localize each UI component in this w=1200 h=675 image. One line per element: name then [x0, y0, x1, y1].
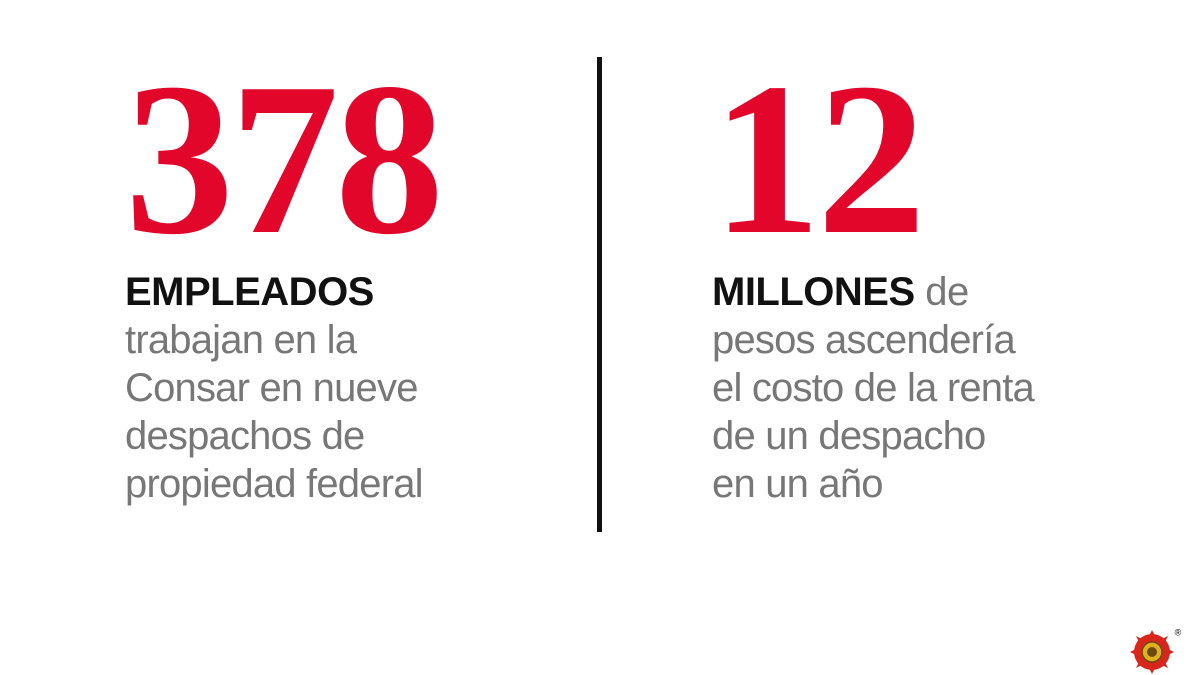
- stat-number: 12: [712, 39, 926, 280]
- stat-text-line: Consar en nueve: [125, 366, 418, 410]
- stat-text-line: el costo de la renta: [712, 366, 1035, 410]
- stat-after-bold: de: [925, 270, 969, 314]
- stat-text-line: de un despacho: [712, 414, 986, 458]
- stat-heading: MILLONES de: [712, 268, 1034, 316]
- stat-text-line: en un año: [712, 462, 884, 506]
- registered-mark: ®: [1175, 627, 1182, 637]
- logo: ®: [1130, 627, 1182, 674]
- stat-bold: EMPLEADOS: [125, 270, 374, 314]
- divider: [597, 57, 602, 532]
- stat-text-line: pesos ascendería: [712, 318, 1016, 362]
- stat-text-line: propiedad federal: [125, 462, 424, 506]
- stat-text-line: trabajan en la: [125, 318, 357, 362]
- stat-number: 378: [125, 39, 444, 280]
- stat: 12 MILLONES de pesos ascendería el costo …: [712, 39, 1035, 508]
- stat: 378 EMPLEADOS trabajan en la Consar en nu…: [125, 39, 444, 508]
- stat-bold: MILLONES: [712, 270, 915, 314]
- stat-text-line: despachos de: [125, 414, 365, 458]
- stat-heading: EMPLEADOS: [125, 268, 440, 316]
